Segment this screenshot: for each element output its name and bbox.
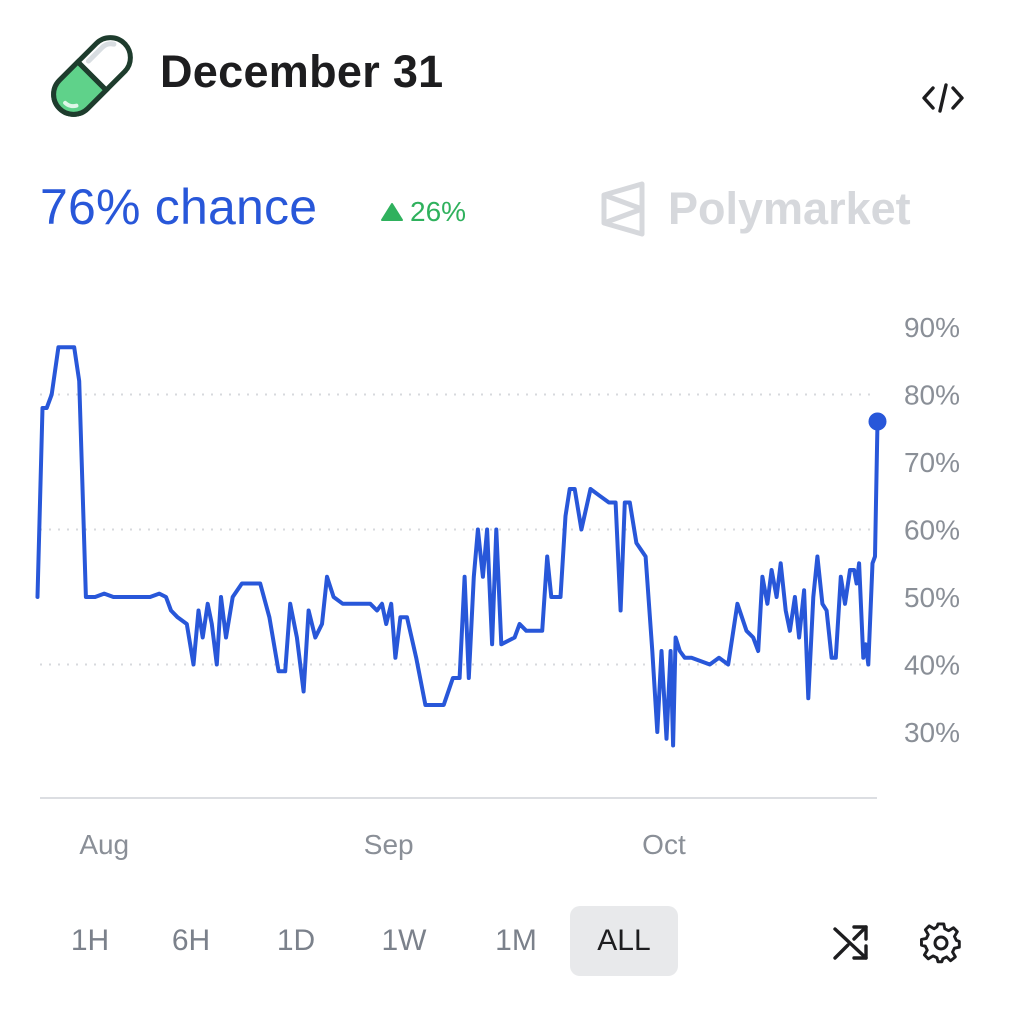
x-tick-label: Sep bbox=[364, 829, 414, 860]
chance-value: 76% chance bbox=[40, 179, 318, 235]
range-all[interactable]: ALL bbox=[570, 906, 678, 976]
x-tick-label: Aug bbox=[79, 829, 129, 860]
range-1w[interactable]: 1W bbox=[381, 924, 427, 957]
y-tick-label: 80% bbox=[904, 380, 960, 411]
range-6h[interactable]: 6H bbox=[171, 924, 211, 957]
series-line bbox=[35, 345, 880, 748]
range-1d[interactable]: 1D bbox=[276, 924, 316, 957]
change-indicator: 26% bbox=[380, 196, 466, 228]
y-tick-label: 30% bbox=[904, 717, 960, 748]
triangle-up-icon bbox=[381, 203, 403, 221]
change-value: 26% bbox=[410, 196, 467, 227]
shuffle-icon[interactable] bbox=[828, 920, 874, 966]
market-header: December 31 bbox=[0, 0, 1023, 150]
last-point-marker bbox=[868, 412, 887, 431]
pill-icon bbox=[40, 24, 144, 128]
code-icon[interactable] bbox=[918, 78, 968, 118]
x-tick-label: Oct bbox=[642, 829, 686, 860]
range-1m[interactable]: 1M bbox=[495, 924, 537, 957]
y-tick-label: 70% bbox=[904, 447, 960, 478]
price-chart: 90% 80% 70% 60% 50% 40% 30% Aug Sep Oct bbox=[0, 300, 1023, 880]
brand-name: Polymarket bbox=[668, 183, 911, 234]
range-1h[interactable]: 1H bbox=[70, 924, 110, 957]
market-title: December 31 bbox=[160, 46, 444, 97]
polymarket-logo-icon bbox=[601, 181, 645, 237]
y-tick-label: 60% bbox=[904, 515, 960, 546]
brand: Polymarket bbox=[598, 180, 911, 238]
time-range-selector: 1H 6H 1D 1W 1M ALL bbox=[40, 906, 678, 976]
y-tick-label: 40% bbox=[904, 650, 960, 681]
y-tick-label: 50% bbox=[904, 582, 960, 613]
chart-svg: 90% 80% 70% 60% 50% 40% 30% Aug Sep Oct bbox=[35, 312, 960, 860]
gear-icon[interactable] bbox=[918, 920, 964, 966]
y-tick-label: 90% bbox=[904, 312, 960, 343]
